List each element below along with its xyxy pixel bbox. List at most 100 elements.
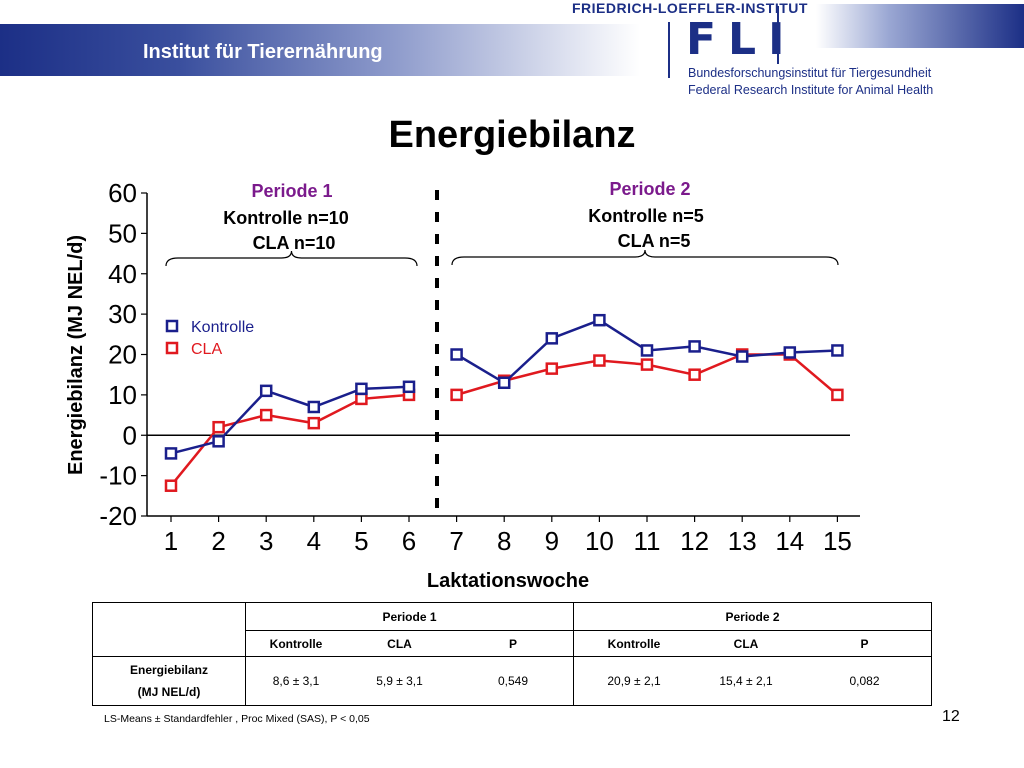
fli-name-english: Federal Research Institute for Animal He… [688,83,934,97]
x-tick-label: 5 [354,526,368,556]
table-col-header: CLA [346,630,453,657]
period-label: Periode 1 [251,181,332,201]
data-point-cla [688,368,701,381]
x-tick-label: 9 [545,526,559,556]
footnote: LS-Means ± Standardfehler , Proc Mixed (… [104,713,370,725]
data-point-cla [212,420,225,434]
data-point-kontrolle [831,344,844,357]
x-tick-label: 14 [775,526,804,556]
legend-marker-kontrolle [165,319,179,333]
x-tick-label: 11 [634,526,661,556]
table-cell: 15,4 ± 2,1 [694,656,798,706]
table-cell: 20,9 ± 2,1 [573,656,694,706]
page-number: 12 [942,708,960,725]
table-row: Energiebilanz (MJ NEL/d) 8,6 ± 3,1 5,9 ±… [92,656,932,706]
table-row-label: Energiebilanz (MJ NEL/d) [92,656,246,706]
y-tick-label: 50 [108,218,137,248]
table-col-header: Kontrolle [573,630,694,657]
data-point-kontrolle [212,435,225,448]
header-band [0,24,640,76]
period-label: Periode 2 [609,179,690,199]
period-annotations: Periode 1 Kontrolle n=10 CLA n=10 Periode 2… [165,179,839,512]
data-point-cla [545,362,559,375]
data-point-cla [593,354,606,367]
table-col-header: Kontrolle [245,630,346,657]
x-tick-label: 6 [402,526,416,556]
x-tick-label: 4 [307,526,321,556]
data-point-kontrolle [545,332,559,345]
data-point-cla [450,388,463,402]
data-point-cla [307,416,321,430]
stats-table: Periode 1 Periode 2 Kontrolle CLA P Kont… [92,602,932,706]
data-point-cla [355,392,368,406]
data-point-cla [164,479,178,492]
table-header-periode-2: Periode 2 [573,602,932,631]
data-point-kontrolle [355,382,368,396]
table-corner [92,602,246,657]
period-kontrolle-n: Kontrolle n=5 [588,206,704,226]
data-point-kontrolle [735,350,749,363]
period-2-brace [451,249,839,266]
x-tick-label: 10 [585,526,614,556]
table-header-periode-1: Periode 1 [245,602,574,631]
y-tick-label: 60 [108,178,137,208]
series-lines [164,313,844,492]
x-tick-label: 15 [823,526,852,556]
x-tick-label: 3 [259,526,273,556]
fli-divider [668,22,670,78]
period-cla-n: CLA n=5 [618,231,691,251]
data-point-kontrolle [593,313,606,327]
legend-label-cla: CLA [191,341,222,358]
data-point-kontrolle [307,400,321,414]
table-cell: 8,6 ± 3,1 [245,656,346,706]
fli-logo: FLI [686,14,797,65]
table-row: Periode 1 Periode 2 [92,602,932,657]
table-cell: 0,549 [453,656,574,706]
data-point-kontrolle [783,346,797,359]
x-tick-label: 1 [164,526,178,556]
fli-name-german: Bundesforschungsinstitut für Tiergesundh… [688,66,932,80]
data-point-kontrolle [497,376,511,390]
x-tick-label: 8 [497,526,511,556]
data-point-kontrolle [164,447,178,460]
table-cell: 0,082 [798,656,932,706]
period-1-brace [165,250,418,267]
table-col-header: P [453,630,574,657]
y-tick-label: 30 [108,299,137,329]
series-line-kontrolle [170,385,410,455]
data-point-cla [831,388,844,402]
y-tick-label: -10 [99,461,137,491]
series-line-cla [170,393,410,487]
x-axis-label: Laktationswoche [427,570,589,592]
y-tick-label: 10 [108,380,137,410]
row-label-line: Energiebilanz [129,663,209,677]
period-kontrolle-n: Kontrolle n=10 [223,208,349,228]
data-point-kontrolle [450,348,463,361]
chart-title: Energiebilanz [388,114,636,156]
x-tick-label: 7 [449,526,463,556]
x-tick-label: 13 [728,526,757,556]
data-point-cla [259,408,273,422]
y-axis-label: Energiebilanz (MJ NEL/d) [65,235,87,475]
x-tick-label: 2 [211,526,225,556]
y-tick-label: -20 [99,501,137,531]
data-point-kontrolle [640,344,654,357]
legend-marker-cla [165,341,179,355]
legend-label-kontrolle: Kontrolle [191,319,254,336]
x-tick-label: 12 [680,526,709,556]
period-cla-n: CLA n=10 [253,233,336,253]
y-tick-label: 40 [108,259,137,289]
data-point-kontrolle [688,340,701,353]
row-label-unit: (MJ NEL/d) [137,685,201,699]
data-point-kontrolle [402,380,416,394]
institute-title: Institut für Tierernährung [143,41,383,63]
fli-name-top: FRIEDRICH-LOEFFLER-INSTITUT [572,0,808,16]
table-col-header: P [798,630,932,657]
table-cell: 5,9 ± 3,1 [346,656,453,706]
fli-divider [777,6,779,64]
y-tick-label: 0 [123,420,137,450]
chart-legend: Kontrolle CLA [165,319,254,358]
table-col-header: CLA [694,630,798,657]
